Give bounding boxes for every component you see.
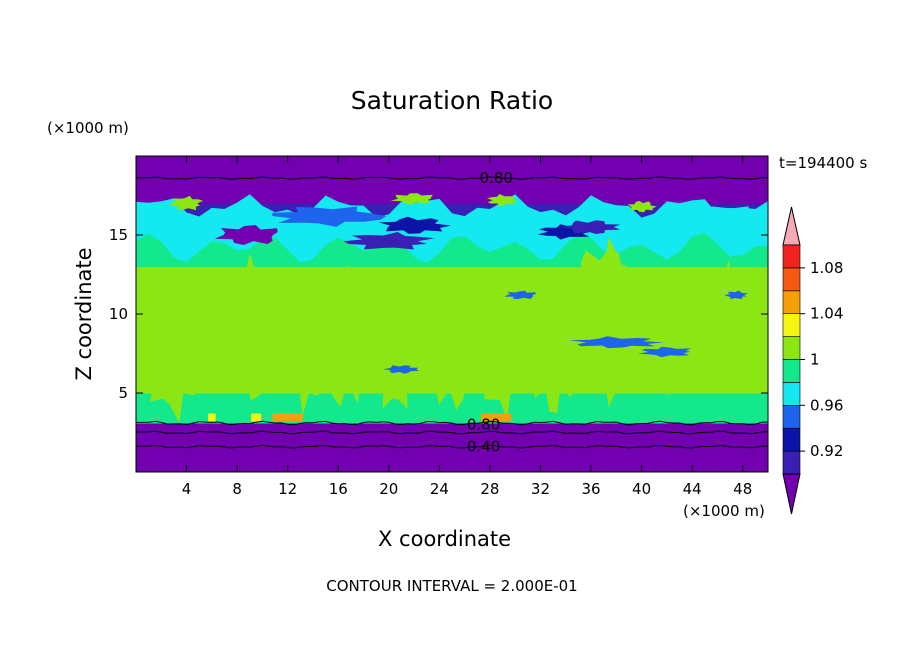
chart-title: Saturation Ratio (350, 86, 554, 115)
colorbar-swatch (782, 359, 801, 383)
y-tick-label: 10 (109, 305, 128, 323)
x-tick-label: 4 (182, 480, 192, 498)
x-tick-label: 20 (379, 480, 398, 498)
contour-line-upper (136, 176, 768, 180)
indigo-cloud-patch (559, 220, 621, 234)
violet-cloud-patch (214, 225, 278, 245)
supersaturation-patch (208, 413, 216, 422)
contour-label: 0.40 (467, 438, 500, 456)
contour-line-lower (136, 430, 768, 435)
y-axis-unit: (×1000 m) (47, 119, 129, 137)
x-tick-label: 8 (232, 480, 242, 498)
x-tick-label: 32 (531, 480, 550, 498)
y-tick-label: 15 (109, 226, 128, 244)
green-cloud-patch (390, 193, 433, 205)
lime-plume (222, 254, 291, 401)
blue-streak (724, 290, 749, 300)
lime-plume (371, 307, 419, 409)
green-cloud-patch (486, 194, 518, 207)
lime-plume (647, 282, 694, 396)
colorbar-label: 1 (810, 351, 820, 369)
colorbar-label: 1.04 (810, 305, 843, 323)
x-axis-unit: (×1000 m) (683, 502, 765, 520)
x-axis-title: X coordinate (378, 527, 512, 551)
x-tick-label: 48 (733, 480, 752, 498)
contour-line-cloud-base (136, 420, 768, 426)
x-tick-label: 24 (430, 480, 449, 498)
blue-streak (504, 290, 537, 299)
x-tick-label: 36 (581, 480, 600, 498)
colorbar-swatch (782, 404, 801, 429)
lime-plume (319, 264, 366, 407)
colorbar-swatch (782, 336, 801, 360)
colorbar-bottom-triangle (782, 473, 801, 515)
colorbar-top-triangle (782, 206, 801, 246)
x-tick-label: 16 (329, 480, 348, 498)
lime-plume (480, 316, 527, 419)
colorbar-label: 0.92 (810, 442, 843, 460)
supersaturation-patch (251, 413, 262, 422)
blue-cloud-patch (272, 206, 387, 227)
lime-plume (565, 246, 639, 316)
indigo-cloud-patch (343, 232, 435, 250)
colorbar-swatch (782, 267, 801, 292)
x-tick-label: 44 (683, 480, 702, 498)
lime-plume (424, 300, 478, 411)
y-tick-label: 5 (118, 384, 128, 402)
lime-plume (697, 259, 751, 392)
colorbar-label: 1.08 (810, 259, 843, 277)
lime-plume (286, 293, 325, 416)
colorbar-swatch (782, 450, 801, 475)
x-tick-label: 12 (278, 480, 297, 498)
blue-streak (382, 365, 420, 374)
x-tick-label: 28 (480, 480, 499, 498)
dark-blue-cloud-patch (378, 216, 452, 234)
supersaturation-patch (272, 413, 303, 422)
colorbar-swatch (782, 244, 801, 269)
colorbar-swatch (782, 290, 801, 314)
lime-plume (529, 299, 579, 414)
green-cloud-patch (170, 195, 204, 211)
time-label: t=194400 s (779, 154, 868, 172)
contour-label: 0.80 (467, 416, 500, 434)
green-cloud-patch (627, 200, 657, 213)
contour-label: 0.80 (480, 169, 513, 187)
x-tick-label: 40 (632, 480, 651, 498)
cyan-cloud-patch (696, 206, 766, 224)
blue-streak (637, 346, 692, 358)
colorbar-swatch (782, 382, 801, 406)
colorbar-swatch (782, 427, 801, 452)
colorbar-label: 0.96 (810, 396, 843, 414)
blue-streak (569, 336, 664, 349)
field-layer (136, 393, 768, 424)
contour-line-lowest (136, 444, 768, 449)
supersaturation-patch (481, 413, 512, 422)
contour-lines: 0.80 0.80 0.40 (136, 169, 768, 456)
contour-interval-note: CONTOUR INTERVAL = 2.000E-01 (326, 577, 578, 595)
saturation-field (136, 156, 768, 472)
lime-plume (146, 306, 205, 423)
field-layer (136, 156, 768, 204)
colorbar: 0.92 0.96 1 1.04 1.08 (782, 206, 843, 515)
colorbar-swatch (782, 313, 801, 337)
